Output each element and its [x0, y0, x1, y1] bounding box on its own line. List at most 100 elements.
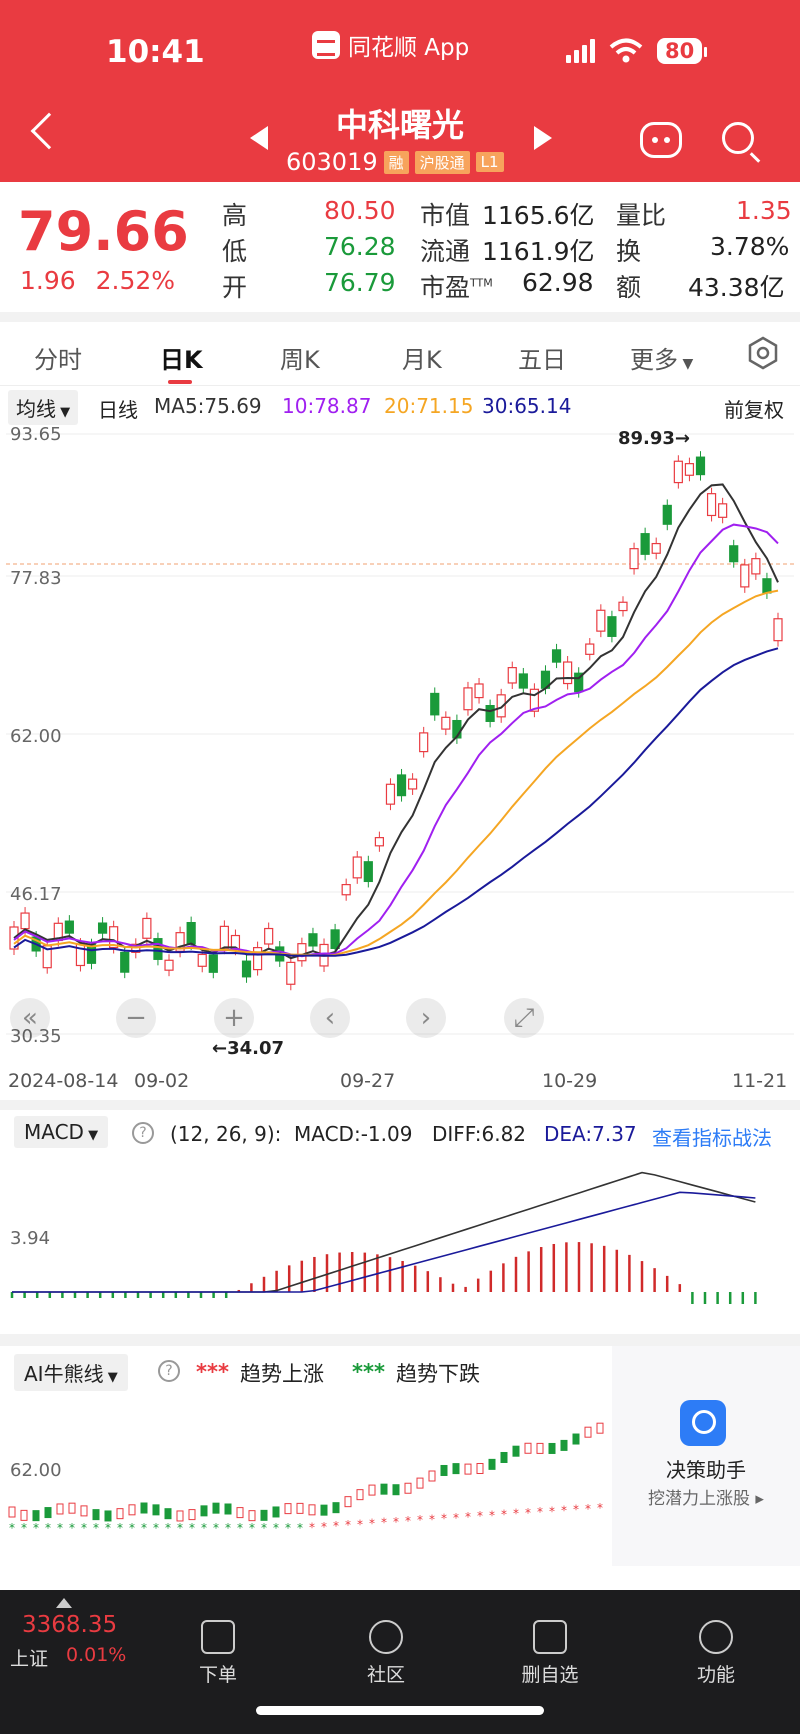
- ai-trend-star: *: [417, 1513, 423, 1527]
- decision-assistant-card[interactable]: 决策助手 挖潜力上涨股 ▸: [612, 1346, 800, 1566]
- ai-candle: [500, 1451, 508, 1463]
- tab-more-label: 更多: [630, 346, 678, 374]
- candle-body: [629, 548, 639, 570]
- home-indicator: [256, 1706, 544, 1715]
- ai-trend-star: *: [405, 1514, 411, 1528]
- ai-candle: [380, 1483, 388, 1495]
- ai-trend-star: *: [321, 1520, 327, 1534]
- ai-candle: [224, 1503, 232, 1515]
- y-label-bottom: 30.35: [10, 1026, 62, 1047]
- legend-up-marker: ***: [196, 1360, 229, 1384]
- status-app-name: 同花顺 App: [348, 35, 470, 61]
- section-divider-2: [0, 1334, 800, 1346]
- ma10-value: 10:78.87: [282, 394, 372, 418]
- ai-candle: [128, 1504, 136, 1516]
- candle-body: [740, 564, 750, 588]
- candle-body: [363, 861, 373, 883]
- candle-body: [20, 912, 30, 930]
- scroll-left-fast-icon[interactable]: «: [10, 998, 50, 1038]
- candle-body: [396, 774, 407, 797]
- ai-trend-star: *: [501, 1508, 507, 1522]
- candle-body: [751, 558, 761, 575]
- index-name: 上证: [10, 1648, 49, 1670]
- robot-assistant-icon[interactable]: [640, 122, 682, 158]
- ai-candle: [272, 1506, 280, 1518]
- ai-trend-star: *: [549, 1504, 555, 1518]
- battery-icon: 80: [657, 38, 708, 64]
- ai-candle: [56, 1503, 64, 1515]
- candle-body: [529, 688, 540, 712]
- scroll-left-icon[interactable]: ‹: [310, 998, 350, 1038]
- ai-selector[interactable]: AI牛熊线 ▼: [14, 1354, 128, 1391]
- change-value: 1.96: [20, 266, 76, 295]
- ai-candle: [440, 1464, 448, 1476]
- legend-down-label: 趋势下跌: [396, 1362, 480, 1386]
- tab-remove-watchlist[interactable]: 删自选: [510, 1620, 590, 1687]
- tab-more[interactable]: 更多 ▼: [630, 346, 694, 374]
- search-icon[interactable]: [722, 122, 754, 154]
- ai-candle: [368, 1484, 376, 1496]
- ai-candle: [452, 1463, 460, 1475]
- ai-candle: [116, 1508, 124, 1520]
- ai-trend-star: *: [177, 1521, 183, 1535]
- tab-order[interactable]: 下单: [178, 1620, 258, 1687]
- candle-body: [197, 953, 207, 967]
- candle-body: [341, 883, 351, 896]
- tab-monthly-k[interactable]: 月K: [402, 346, 442, 374]
- candle-body: [120, 951, 130, 973]
- tab-functions[interactable]: 功能: [676, 1620, 756, 1687]
- low-label: 低: [222, 237, 248, 266]
- candle-body: [164, 959, 174, 971]
- ma-selector[interactable]: 均线 ▼: [8, 390, 79, 425]
- wifi-icon: [609, 38, 643, 63]
- macd-help-icon[interactable]: ?: [132, 1122, 154, 1144]
- status-indicators: 80: [566, 38, 708, 64]
- zoom-out-icon[interactable]: −: [116, 998, 156, 1038]
- ma5-value: MA5:75.69: [154, 394, 262, 418]
- ai-trend-star: *: [45, 1521, 51, 1535]
- prev-stock-icon[interactable]: [250, 126, 268, 150]
- ai-candle: [260, 1509, 268, 1521]
- tab-community[interactable]: 社区: [346, 1620, 426, 1687]
- candle-body: [142, 917, 152, 939]
- stock-code-row: 603019 融 沪股通 L1: [286, 148, 504, 176]
- candle-body: [773, 618, 783, 642]
- scroll-right-icon[interactable]: ›: [406, 998, 446, 1038]
- candle-body: [496, 694, 506, 718]
- index-up-icon: [56, 1598, 72, 1608]
- ma-line: [13, 523, 779, 958]
- current-price: 79.66: [18, 200, 189, 263]
- open-label: 开: [222, 273, 248, 302]
- kline-chart[interactable]: 93.65 77.83 62.00 46.17 30.35 89.93→ ←34…: [6, 424, 794, 1080]
- ai-candle: [548, 1442, 556, 1454]
- ai-trend-star: *: [477, 1509, 483, 1523]
- ai-candle: [188, 1509, 196, 1521]
- ai-trend-star: *: [93, 1521, 99, 1535]
- candle-body: [430, 692, 440, 716]
- settings-hex-icon[interactable]: [746, 336, 780, 370]
- indicator-strategy-link[interactable]: 查看指标战法: [652, 1126, 772, 1150]
- tab-daily-k[interactable]: 日K: [160, 346, 203, 374]
- tab-intraday[interactable]: 分时: [34, 346, 82, 374]
- adjust-mode[interactable]: 前复权: [724, 398, 784, 422]
- ai-trend-star: *: [9, 1521, 15, 1535]
- ai-help-icon[interactable]: ?: [158, 1360, 180, 1382]
- ai-trend-star: *: [153, 1521, 159, 1535]
- pe-ttm: TTM: [470, 276, 493, 290]
- ai-candle: [164, 1508, 172, 1520]
- tab-five-day[interactable]: 五日: [518, 346, 566, 374]
- ai-trend-star: *: [165, 1521, 171, 1535]
- dea-value: DEA:7.37: [544, 1122, 637, 1146]
- index-value[interactable]: 3368.35: [22, 1612, 118, 1638]
- float-label: 流通: [420, 237, 471, 266]
- legend-down-marker: ***: [352, 1360, 385, 1384]
- fullscreen-icon[interactable]: ⤢: [504, 998, 544, 1038]
- macd-selector[interactable]: MACD ▼: [14, 1116, 109, 1148]
- candle-body: [585, 643, 595, 655]
- decision-assistant-icon: [680, 1400, 726, 1446]
- zoom-in-icon[interactable]: +: [214, 998, 254, 1038]
- ai-trend-star: *: [69, 1521, 75, 1535]
- ma30-value: 30:65.14: [482, 394, 572, 418]
- tab-weekly-k[interactable]: 周K: [280, 346, 320, 374]
- next-stock-icon[interactable]: [534, 126, 552, 150]
